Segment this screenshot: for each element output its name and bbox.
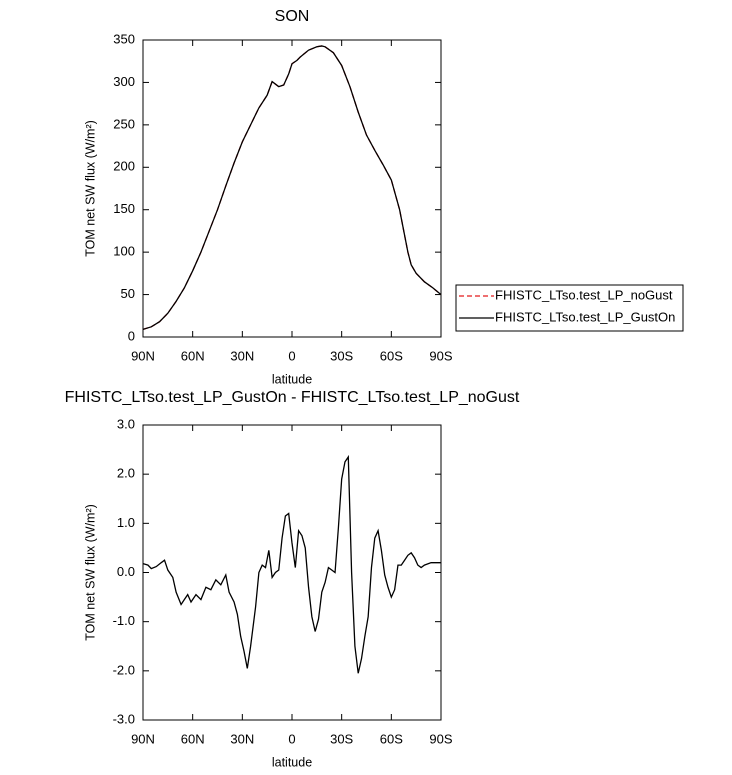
- y-tick-label: 0: [128, 328, 135, 343]
- x-tick-label: 0: [288, 731, 295, 746]
- x-tick-label: 30N: [230, 348, 254, 363]
- legend-label: FHISTC_LTso.test_LP_noGust: [495, 287, 673, 302]
- y-tick-label: -1.0: [113, 613, 135, 628]
- plot-frame: [142, 424, 442, 721]
- y-tick-label: 1.0: [117, 515, 135, 530]
- x-tick-label: 30S: [330, 731, 353, 746]
- x-tick-label: 30N: [230, 731, 254, 746]
- x-tick-label: 0: [288, 348, 295, 363]
- x-tick-label: 90S: [429, 731, 452, 746]
- y-tick-label: 100: [113, 244, 135, 259]
- y-tick-label: 50: [121, 286, 135, 301]
- legend-label: FHISTC_LTso.test_LP_GustOn: [495, 309, 675, 324]
- data-line: [142, 45, 442, 330]
- plot-frame: [142, 39, 442, 338]
- x-tick-label: 90N: [131, 731, 155, 746]
- x-tick-label: 60N: [181, 731, 205, 746]
- y-axis-title: TOM net SW flux (W/m²): [83, 504, 97, 641]
- x-tick-label: 90S: [429, 348, 452, 363]
- x-tick-label: 60S: [380, 348, 403, 363]
- y-tick-label: 2.0: [117, 466, 135, 481]
- chart-title: FHISTC_LTso.test_LP_GustOn - FHISTC_LTso…: [65, 389, 520, 406]
- y-tick-label: 3.0: [117, 416, 135, 431]
- y-tick-label: -3.0: [113, 711, 135, 726]
- y-tick-label: 150: [113, 201, 135, 216]
- x-tick-label: 60N: [181, 348, 205, 363]
- y-tick-label: 300: [113, 74, 135, 89]
- data-line: [142, 45, 442, 330]
- y-tick-label: 200: [113, 159, 135, 174]
- y-tick-label: 350: [113, 31, 135, 46]
- y-axis-title: TOM net SW flux (W/m²): [83, 120, 97, 257]
- x-tick-label: 60S: [380, 731, 403, 746]
- x-tick-label: 30S: [330, 348, 353, 363]
- y-tick-label: 250: [113, 116, 135, 131]
- x-axis-title: latitude: [272, 755, 312, 769]
- y-tick-label: -2.0: [113, 662, 135, 677]
- chart-title: SON: [275, 8, 310, 25]
- x-axis-title: latitude: [272, 372, 312, 386]
- legend-box: [455, 284, 684, 332]
- y-tick-label: 0.0: [117, 564, 135, 579]
- data-line: [142, 454, 441, 674]
- x-tick-label: 90N: [131, 348, 155, 363]
